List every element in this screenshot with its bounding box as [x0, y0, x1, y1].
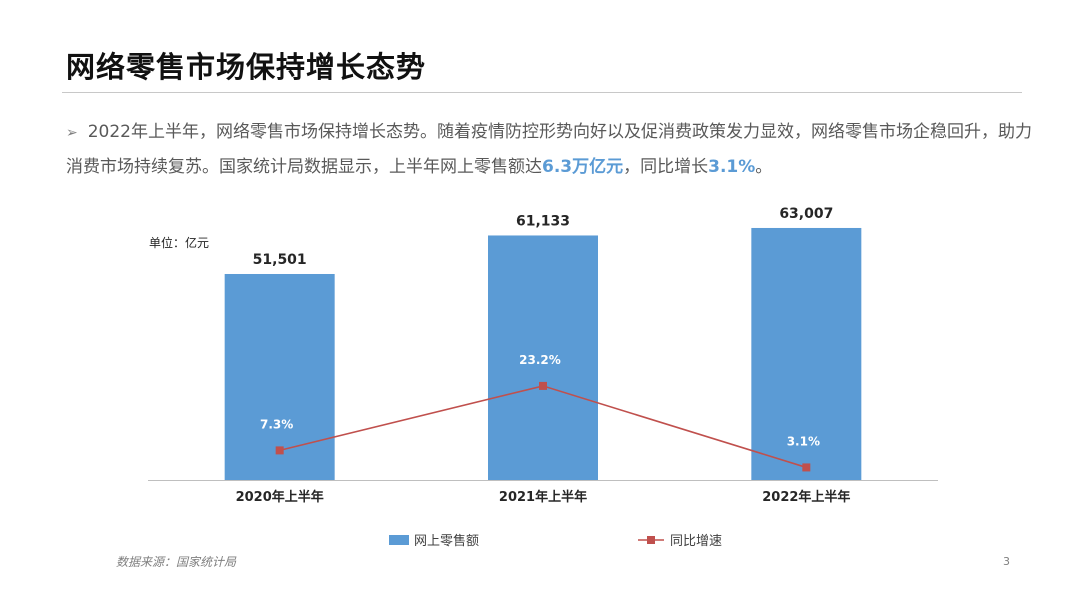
growth-marker	[275, 446, 284, 455]
bullet-highlight-growth: 3.1%	[708, 157, 756, 177]
bar-2	[488, 235, 598, 480]
bar-value-label: 51,501	[253, 252, 307, 268]
growth-value-label: 23.2%	[519, 353, 561, 367]
title-divider	[62, 92, 1022, 93]
bullet-highlight-sales: 6.3万亿元	[542, 157, 624, 177]
legend-line-marker	[647, 536, 655, 544]
growth-value-label: 7.3%	[260, 417, 293, 431]
bullet-text-2: ，同比增长	[623, 157, 709, 177]
growth-marker	[802, 463, 811, 472]
bar-3	[751, 227, 862, 480]
bar-value-label: 61,133	[516, 213, 570, 229]
x-tick-label: 2020年上半年	[236, 489, 324, 505]
bar-1	[224, 273, 335, 480]
x-tick-label: 2022年上半年	[762, 489, 850, 505]
bullet-text-3: 。	[755, 157, 773, 177]
bar-value-label: 63,007	[779, 206, 833, 222]
x-tick-label: 2021年上半年	[499, 489, 587, 505]
data-source-note: 数据来源：国家统计局	[116, 555, 237, 569]
bullet-text-1: 2022年上半年，网络零售市场保持增长态势。随着疫情防控形势向好以及促消费政策发…	[66, 122, 1032, 177]
growth-marker	[539, 381, 547, 390]
page-number: 3	[1003, 555, 1010, 568]
legend-bar-swatch	[389, 535, 409, 545]
legend-bar-label: 网上零售额	[414, 533, 479, 549]
bullet-arrow-icon: ➢	[66, 125, 78, 141]
slide-title: 网络零售市场保持增长态势	[66, 50, 427, 84]
bullet-paragraph: ➢ 2022年上半年，网络零售市场保持增长态势。随着疫情防控形势向好以及促消费政策…	[66, 115, 1038, 184]
growth-value-label: 3.1%	[787, 434, 820, 448]
legend-line-label: 同比增速	[670, 534, 722, 549]
unit-label: 单位：亿元	[149, 235, 209, 250]
